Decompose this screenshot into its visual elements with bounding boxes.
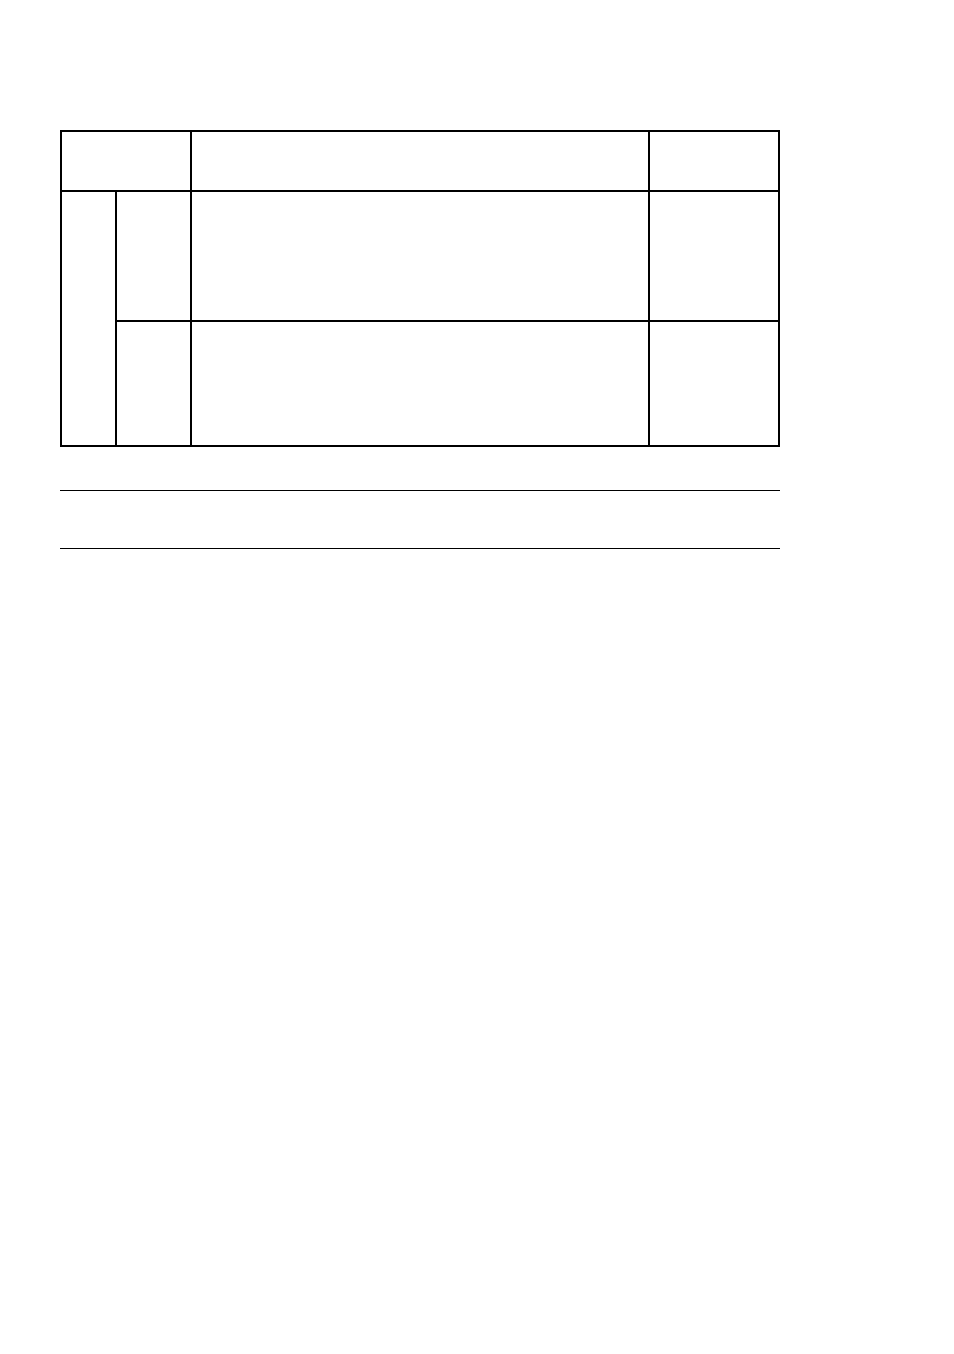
table-cell bbox=[191, 191, 650, 321]
table-cell bbox=[191, 131, 650, 191]
table-cell bbox=[116, 321, 191, 446]
table-cell bbox=[61, 191, 116, 446]
layout-table bbox=[60, 130, 780, 447]
table-row bbox=[61, 321, 779, 446]
table-row bbox=[61, 131, 779, 191]
horizontal-rule bbox=[60, 490, 780, 491]
table-row bbox=[61, 191, 779, 321]
table-cell bbox=[191, 321, 650, 446]
table-container bbox=[60, 130, 780, 447]
table-cell bbox=[649, 321, 779, 446]
table-cell bbox=[61, 131, 191, 191]
table-cell bbox=[649, 191, 779, 321]
horizontal-rule bbox=[60, 548, 780, 549]
table-cell bbox=[649, 131, 779, 191]
table-cell bbox=[116, 191, 191, 321]
